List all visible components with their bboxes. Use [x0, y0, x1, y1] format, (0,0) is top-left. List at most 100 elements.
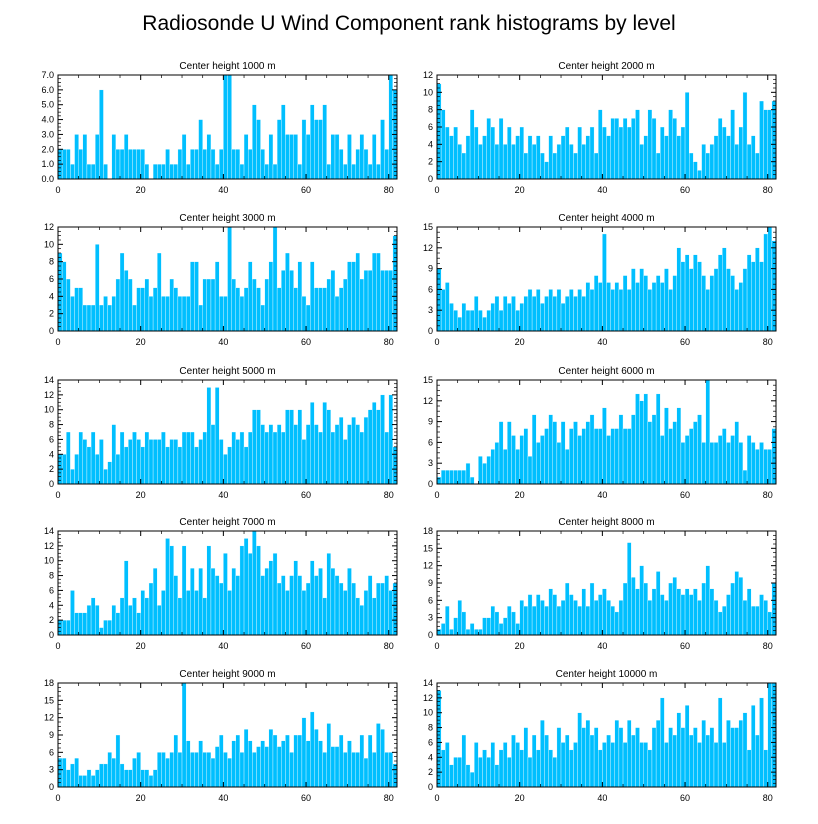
histogram-bar	[351, 752, 356, 788]
histogram-bar	[173, 163, 179, 180]
histogram-bar	[755, 734, 760, 788]
histogram-bar	[367, 409, 373, 485]
histogram-bar	[78, 149, 83, 180]
histogram-bar	[70, 763, 75, 788]
histogram-bar	[272, 431, 278, 485]
x-tick-label: 0	[434, 793, 439, 803]
histogram-bar	[655, 719, 661, 788]
histogram-bar	[560, 742, 566, 788]
histogram-bar	[95, 244, 100, 332]
histogram-bar	[527, 135, 533, 180]
histogram-bar	[581, 588, 587, 636]
x-tick-label: 20	[515, 490, 525, 500]
histogram-bar	[717, 254, 723, 332]
histogram-bar	[730, 582, 735, 636]
histogram-bar	[445, 126, 450, 180]
histogram-bar	[622, 582, 628, 636]
histogram-bar	[440, 749, 446, 788]
histogram-bar	[581, 727, 587, 788]
histogram-bar	[367, 270, 373, 332]
histogram-bar	[614, 611, 620, 636]
histogram-bar	[334, 134, 340, 180]
histogram-bar	[523, 727, 529, 788]
histogram-bar	[606, 600, 611, 636]
histogram-bar	[157, 163, 162, 180]
histogram-bar	[684, 705, 690, 788]
histogram-bar	[206, 278, 212, 332]
y-tick-label: 2	[49, 615, 54, 625]
histogram-bar	[198, 567, 203, 636]
histogram-bar	[297, 575, 303, 636]
histogram-bar	[664, 407, 669, 485]
histogram-bar	[465, 764, 471, 788]
histogram-bar	[593, 152, 599, 180]
histogram-bar	[363, 590, 369, 636]
x-tick-label: 0	[55, 490, 60, 500]
histogram-bar	[289, 134, 294, 180]
histogram-bar	[82, 439, 88, 485]
histogram-bar	[490, 742, 496, 788]
histogram-bar	[697, 261, 702, 332]
histogram-bar	[494, 296, 500, 332]
histogram-bar	[759, 594, 764, 636]
histogram-bar	[355, 424, 360, 485]
histogram-bar	[490, 303, 496, 332]
histogram-bar	[372, 597, 377, 636]
histogram-bar	[326, 163, 332, 180]
y-tick-label: 12	[423, 693, 433, 703]
histogram-bar	[573, 742, 578, 788]
histogram-bar	[618, 600, 624, 636]
histogram-bar	[763, 109, 768, 180]
histogram-bar	[190, 567, 195, 636]
histogram-bar	[746, 144, 752, 180]
histogram-bar	[86, 304, 92, 332]
histogram-bar	[660, 435, 665, 485]
histogram-bar	[486, 617, 491, 636]
histogram-bar	[469, 310, 475, 332]
histogram-bar	[190, 261, 195, 332]
y-tick-label: 3.0	[41, 129, 54, 139]
histogram-bar	[490, 605, 496, 636]
histogram-bar	[247, 431, 253, 485]
histogram-bar	[363, 149, 369, 180]
histogram-bar	[713, 135, 719, 180]
histogram-bar	[655, 571, 661, 636]
histogram-bar	[507, 757, 512, 788]
histogram-bar	[247, 553, 253, 636]
histogram-bar	[531, 734, 537, 788]
histogram-bar	[647, 289, 653, 332]
y-tick-label: 0	[49, 630, 54, 640]
histogram-bar	[486, 118, 491, 180]
histogram-bar	[338, 149, 344, 180]
histogram-bar	[239, 545, 245, 636]
histogram-bar	[243, 287, 249, 332]
histogram-bar	[268, 261, 274, 332]
histogram-bar	[664, 268, 669, 332]
panel-title: Center height 8000 m	[558, 517, 654, 528]
histogram-bar	[107, 619, 112, 636]
histogram-bar	[384, 149, 389, 180]
histogram-bar	[709, 588, 715, 636]
histogram-bar	[486, 310, 491, 332]
histogram-bar	[185, 163, 191, 180]
histogram-bar	[494, 144, 500, 180]
histogram-bar	[330, 134, 336, 180]
histogram-bar	[347, 134, 352, 180]
histogram-bar	[107, 752, 112, 788]
histogram-bar	[672, 118, 677, 180]
histogram-bar	[469, 771, 475, 788]
x-tick-label: 20	[136, 641, 146, 651]
histogram-bar	[380, 270, 385, 332]
histogram-bar	[498, 310, 504, 332]
histogram-bar	[763, 449, 768, 485]
x-tick-label: 60	[301, 337, 311, 347]
histogram-bar	[606, 435, 611, 485]
histogram-bar	[742, 469, 748, 485]
histogram-bar	[380, 582, 385, 636]
histogram-bar	[264, 431, 270, 485]
histogram-bar	[759, 697, 764, 788]
histogram-bar	[66, 149, 71, 180]
y-tick-label: 6	[49, 274, 54, 284]
histogram-bar	[165, 149, 170, 180]
histogram-bar	[544, 296, 549, 332]
